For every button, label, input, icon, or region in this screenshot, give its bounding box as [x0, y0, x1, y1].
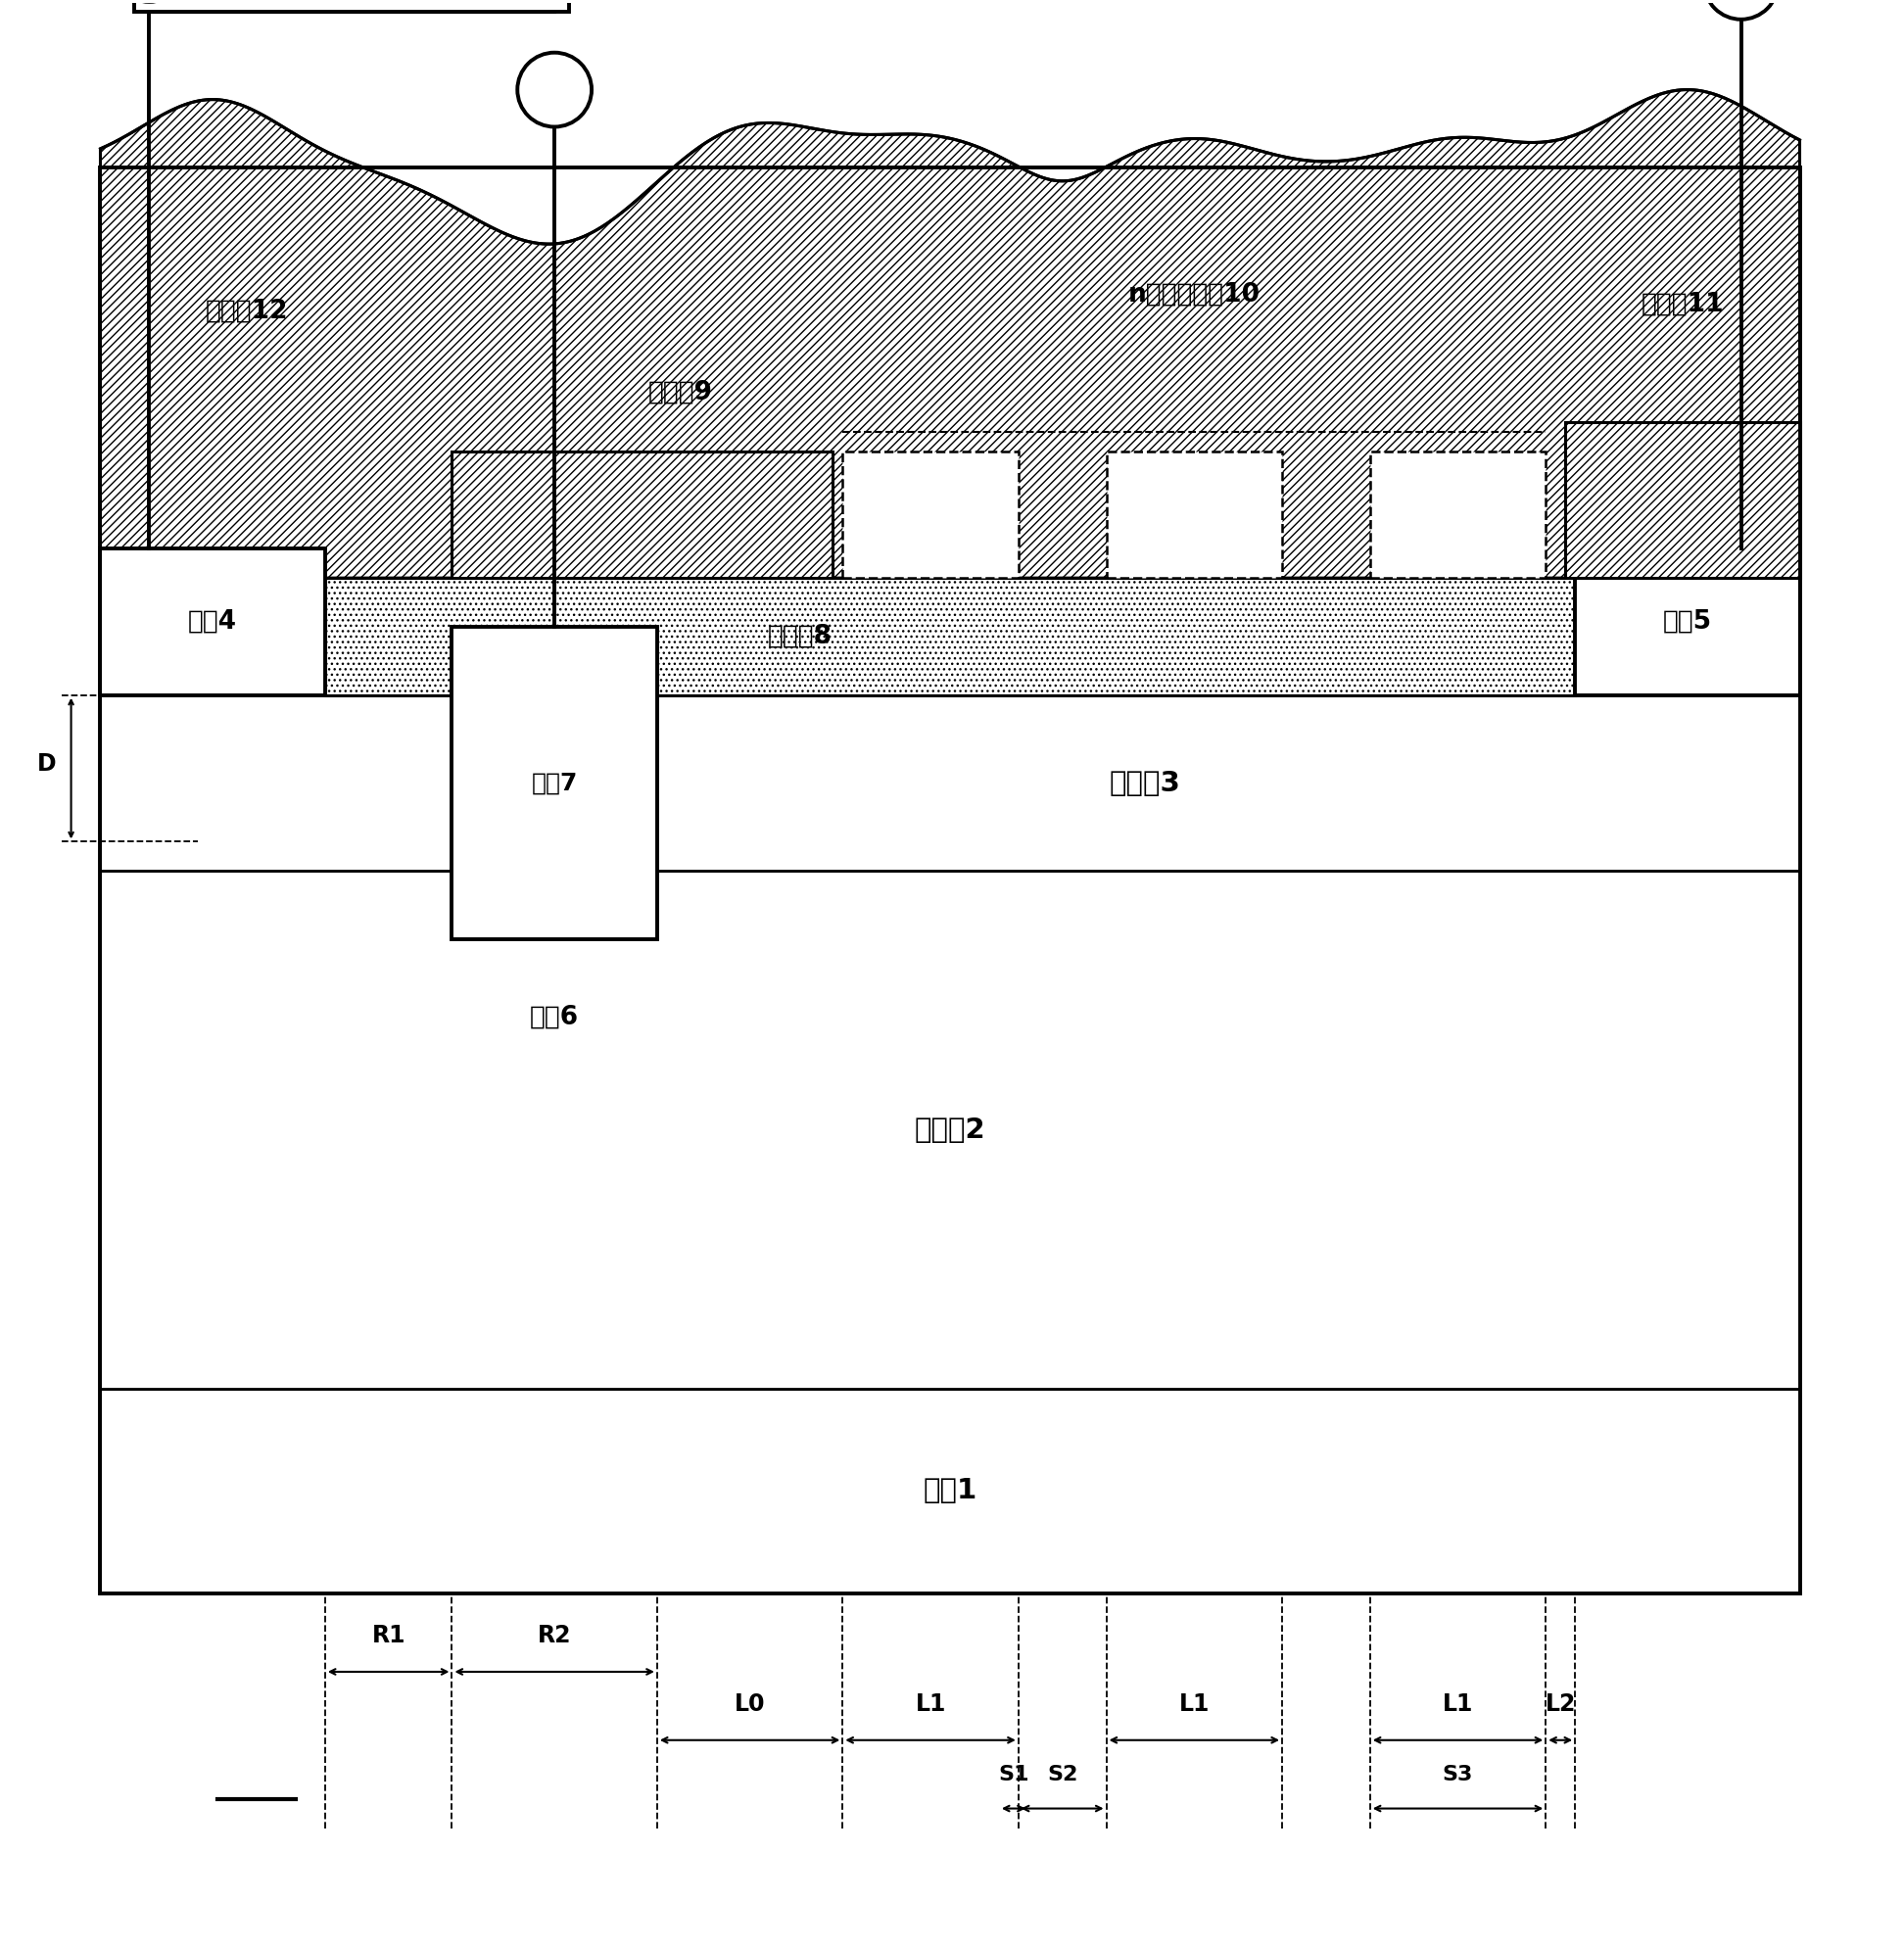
- Bar: [101, 695, 1799, 871]
- Bar: [451, 627, 657, 939]
- Text: 衬块1: 衬块1: [923, 1477, 977, 1504]
- Bar: [101, 871, 1799, 1389]
- Text: 槽梄7: 槽梄7: [531, 771, 577, 795]
- Bar: [101, 1389, 1799, 1593]
- Bar: [1106, 452, 1281, 579]
- Text: 顿化卶8: 顿化卶8: [767, 623, 832, 649]
- Text: L1: L1: [916, 1693, 946, 1716]
- Polygon shape: [101, 90, 1799, 579]
- Bar: [101, 549, 326, 695]
- Text: 漏杙5: 漏杙5: [1662, 610, 1712, 635]
- Text: 源场杓9: 源场杓9: [647, 380, 712, 405]
- Text: S1: S1: [998, 1765, 1028, 1784]
- Text: L1: L1: [1443, 1693, 1474, 1716]
- Bar: [1565, 421, 1799, 579]
- Circle shape: [1704, 0, 1778, 19]
- Text: 源杙4: 源杙4: [188, 610, 238, 635]
- Text: L0: L0: [735, 1693, 765, 1716]
- Text: 势垒卶3: 势垒卶3: [1110, 769, 1180, 797]
- Bar: [101, 168, 1799, 1593]
- Circle shape: [518, 53, 592, 127]
- Text: 保护匒12: 保护匒12: [206, 298, 288, 323]
- Text: 漏场板11: 漏场板11: [1641, 292, 1723, 318]
- Text: D: D: [38, 752, 57, 775]
- Text: S2: S2: [1047, 1765, 1078, 1784]
- Text: L1: L1: [1179, 1693, 1209, 1716]
- Text: S3: S3: [1443, 1765, 1474, 1784]
- Text: 凹槽6: 凹槽6: [529, 1005, 579, 1030]
- Bar: [843, 452, 1019, 579]
- Bar: [1371, 452, 1546, 579]
- Bar: [326, 579, 1575, 695]
- Text: R1: R1: [371, 1625, 406, 1648]
- Text: 过渡卶2: 过渡卶2: [914, 1116, 986, 1143]
- Text: R2: R2: [537, 1625, 571, 1648]
- Text: n个浮空场板10: n个浮空场板10: [1127, 282, 1260, 308]
- Bar: [135, 0, 569, 12]
- Text: L2: L2: [1544, 1693, 1577, 1716]
- Bar: [451, 452, 832, 579]
- Bar: [1575, 549, 1799, 695]
